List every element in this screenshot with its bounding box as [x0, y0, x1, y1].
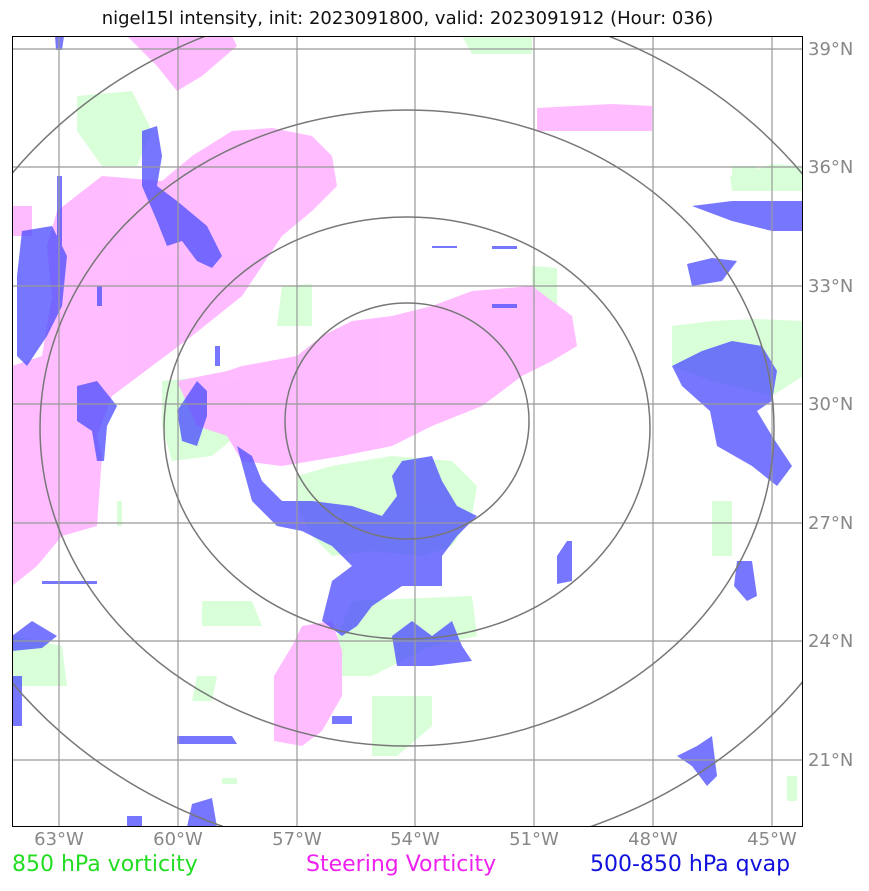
map-canvas[interactable] [12, 36, 803, 827]
lon-label-63: 63°W [34, 829, 84, 850]
lon-label-51: 51°W [509, 829, 559, 850]
range-rings [12, 36, 803, 827]
lon-label-60: 60°W [153, 829, 203, 850]
lon-label-57: 57°W [272, 829, 322, 850]
lon-label-45: 45°W [747, 829, 797, 850]
legend-steering-vorticity: Steering Vorticity [306, 852, 497, 877]
gridlines [12, 36, 803, 827]
lat-label-39: 39°N [808, 39, 854, 60]
lat-label-21: 21°N [808, 750, 854, 771]
legend-850-vorticity: 850 hPa vorticity [12, 852, 198, 877]
lon-label-54: 54°W [390, 829, 440, 850]
lon-label-48: 48°W [628, 829, 678, 850]
lat-label-36: 36°N [808, 157, 854, 178]
map-area[interactable] [12, 36, 803, 827]
legend-qvap: 500-850 hPa qvap [590, 852, 791, 877]
qvap-500-850-layer [12, 36, 803, 827]
steering-vorticity-layer [12, 36, 652, 746]
lat-label-24: 24°N [808, 631, 854, 652]
map-title: nigel15l intensity, init: 2023091800, va… [101, 8, 714, 29]
lat-label-27: 27°N [808, 513, 854, 534]
lat-label-33: 33°N [808, 276, 854, 297]
lat-label-30: 30°N [808, 394, 854, 415]
